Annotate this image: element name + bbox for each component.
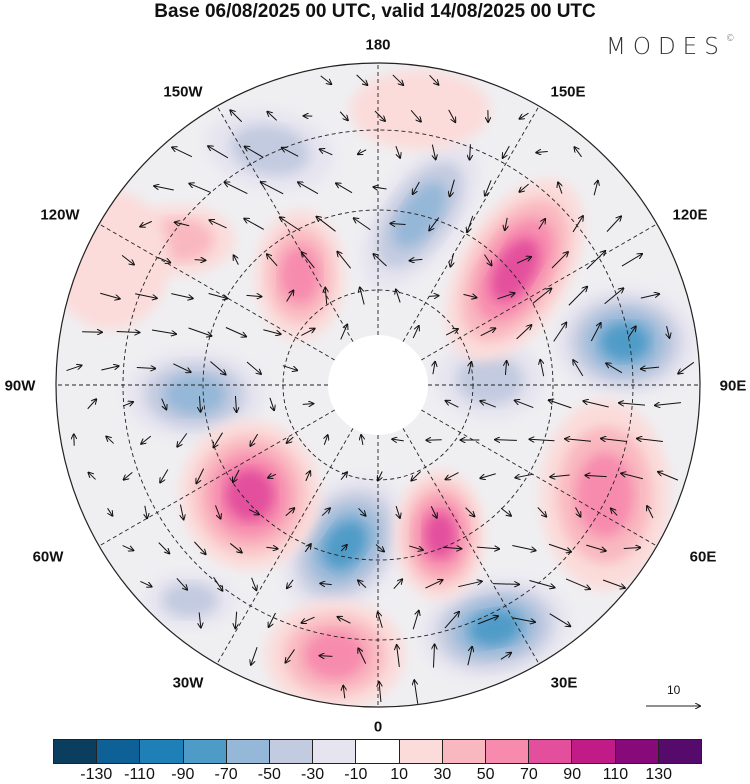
colorbar-label: -30 xyxy=(301,766,324,784)
positive-anomaly xyxy=(576,453,634,537)
colorbar-swatch xyxy=(313,740,356,763)
colorbar-label: 30 xyxy=(433,766,451,784)
colorbar-swatch xyxy=(486,740,529,763)
colorbar-swatch xyxy=(184,740,227,763)
colorbar-swatch xyxy=(270,740,313,763)
colorbar-swatch xyxy=(227,740,270,763)
colorbar-swatch xyxy=(659,740,701,763)
lon-label-90e: 90E xyxy=(720,378,747,395)
wind-arrow xyxy=(195,260,206,261)
colorbar-swatch xyxy=(529,740,572,763)
pole-mask xyxy=(328,335,428,435)
lon-label-30w: 30W xyxy=(173,675,204,692)
colorbar-label: 10 xyxy=(390,766,408,784)
colorbar-swatch xyxy=(616,740,659,763)
reference-vector-label: 10 xyxy=(667,683,680,697)
negative-anomaly xyxy=(164,375,226,415)
negative-anomaly xyxy=(456,355,524,404)
colorbar-label: -10 xyxy=(344,766,367,784)
negative-anomaly xyxy=(601,323,650,361)
lon-label-150e: 150E xyxy=(550,84,585,101)
lon-label-90w: 90W xyxy=(5,378,36,395)
colorbar-label: -130 xyxy=(80,766,112,784)
wind-arrow xyxy=(303,404,314,405)
positive-anomaly xyxy=(304,631,366,680)
positive-anomaly xyxy=(350,70,490,150)
colorbar-label: 50 xyxy=(477,766,495,784)
colorbar-label: 130 xyxy=(645,766,672,784)
positive-anomaly xyxy=(226,469,275,521)
lon-label-120w: 120W xyxy=(40,207,79,224)
lon-label-60w: 60W xyxy=(33,549,64,566)
colorbar-swatch xyxy=(356,740,399,763)
lon-label-60e: 60E xyxy=(690,549,717,566)
lon-label-0: 0 xyxy=(374,719,382,736)
colorbar-swatch xyxy=(443,740,486,763)
colorbar-label: 110 xyxy=(603,766,629,784)
colorbar-label: -90 xyxy=(171,766,194,784)
positive-anomaly xyxy=(424,512,455,557)
colorbar-swatch xyxy=(140,740,183,763)
lon-label-180: 180 xyxy=(365,37,390,54)
colorbar-label: -110 xyxy=(124,766,155,784)
lon-label-30e: 30E xyxy=(551,675,578,692)
colorbar-swatch xyxy=(400,740,443,763)
colorbar-swatch xyxy=(54,740,97,763)
colorbar-label: 70 xyxy=(520,766,538,784)
lon-label-120e: 120E xyxy=(672,207,707,224)
colorbar-label: -70 xyxy=(215,766,238,784)
negative-anomaly xyxy=(162,583,217,617)
colorbar-swatch xyxy=(97,740,140,763)
colorbar-label: 90 xyxy=(563,766,581,784)
anomaly-field xyxy=(48,55,710,720)
lon-label-150w: 150W xyxy=(163,84,202,101)
colorbar xyxy=(53,739,702,764)
colorbar-label: -50 xyxy=(258,766,281,784)
colorbar-swatch xyxy=(572,740,615,763)
